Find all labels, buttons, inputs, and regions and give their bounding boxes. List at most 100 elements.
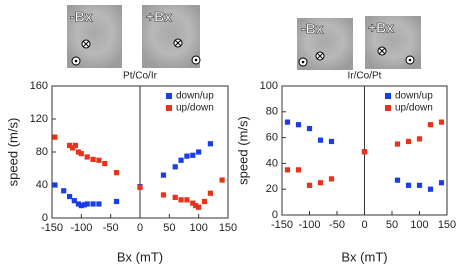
- point: [75, 149, 81, 155]
- legend-label: down/up: [395, 91, 433, 102]
- point: [405, 182, 412, 188]
- x-axis-label: Bx (mT): [341, 249, 387, 264]
- point: [317, 180, 324, 186]
- chart-title: Ir/Co/Pt: [348, 71, 382, 82]
- point: [178, 197, 184, 203]
- point: [306, 182, 313, 188]
- x-tick-label: 0: [361, 219, 367, 231]
- y-axis-label: speed (m/s): [235, 116, 250, 185]
- point: [219, 177, 225, 183]
- point: [75, 201, 81, 207]
- x-tick-label: -100: [70, 222, 92, 234]
- x-tick-label: -50: [329, 219, 345, 231]
- y-tick-label: 120: [30, 113, 48, 125]
- point: [81, 202, 87, 208]
- image-label: -Bx: [70, 9, 93, 25]
- point: [394, 141, 401, 147]
- legend-label: down/up: [176, 91, 214, 102]
- image-label: +Bx: [368, 20, 394, 36]
- point: [201, 198, 208, 205]
- y-tick-label: 60: [266, 132, 278, 144]
- point: [90, 156, 96, 163]
- y-tick-label: 80: [266, 106, 278, 118]
- x-tick-label: -150: [41, 222, 63, 234]
- point: [416, 136, 423, 142]
- legend-swatch: [166, 93, 172, 99]
- x-tick-label: -50: [103, 222, 119, 234]
- point: [190, 200, 196, 206]
- point: [328, 176, 335, 182]
- y-tick-label: 40: [36, 179, 48, 191]
- point: [78, 203, 84, 209]
- image-panel: +Bx: [365, 16, 421, 69]
- x-tick-label: 50: [163, 222, 175, 234]
- image-label: -Bx: [301, 21, 324, 37]
- point: [394, 177, 401, 183]
- point: [427, 186, 434, 192]
- point: [137, 184, 143, 191]
- point: [193, 203, 199, 209]
- point: [84, 201, 90, 207]
- y-tick-label: 0: [272, 209, 278, 221]
- point: [172, 194, 178, 200]
- y-tick-label: 100: [260, 80, 278, 92]
- point: [113, 198, 120, 205]
- legend-swatch: [166, 105, 172, 111]
- x-tick-label: 150: [219, 222, 237, 234]
- x-tick-label: -150: [271, 219, 293, 231]
- point: [196, 204, 202, 210]
- x-tick-label: 0: [137, 222, 143, 234]
- point: [69, 145, 76, 151]
- image-label: +Bx: [146, 9, 172, 25]
- x-tick-label: 50: [386, 219, 398, 231]
- point: [96, 201, 102, 207]
- image-panel: -Bx: [297, 18, 353, 70]
- point: [52, 182, 58, 188]
- y-tick-label: 160: [30, 80, 48, 92]
- point: [160, 172, 167, 178]
- legend-label: up/down: [395, 103, 433, 114]
- point: [207, 141, 213, 147]
- y-tick-label: 0: [42, 212, 48, 224]
- chart-title: Pt/Co/Ir: [123, 71, 158, 82]
- point: [361, 149, 368, 155]
- chart: Ir/Co/Pt Bx (mT) speed (m/s) 0 20 40 60 80 100 -1…: [235, 71, 456, 265]
- point: [90, 201, 96, 207]
- x-tick-label: 150: [438, 219, 456, 231]
- point: [52, 134, 58, 140]
- point: [416, 182, 423, 188]
- point: [61, 188, 67, 194]
- point: [284, 167, 291, 173]
- y-tick-label: 40: [266, 157, 278, 169]
- point: [284, 119, 291, 125]
- point: [78, 151, 84, 157]
- point: [72, 142, 79, 148]
- point: [113, 170, 120, 176]
- point: [172, 164, 178, 170]
- point: [295, 167, 302, 173]
- point: [207, 190, 213, 196]
- point: [196, 149, 202, 155]
- x-tick-label: 100: [189, 222, 207, 234]
- point: [306, 125, 313, 132]
- point: [295, 122, 302, 128]
- chart: Pt/Co/Ir Bx (mT) speed (m/s) 0 40 80 120 160 -15…: [5, 71, 237, 265]
- image-panel: +Bx: [142, 5, 201, 68]
- point: [96, 157, 102, 163]
- point: [184, 197, 190, 203]
- point: [427, 122, 434, 128]
- legend-swatch: [385, 105, 391, 111]
- point: [190, 152, 196, 158]
- point: [184, 153, 190, 159]
- image-panel: -Bx: [67, 5, 122, 68]
- point: [438, 119, 445, 125]
- point: [160, 192, 167, 198]
- point: [71, 198, 77, 204]
- legend-swatch: [385, 93, 391, 99]
- x-axis-label: Bx (mT): [117, 249, 163, 264]
- point: [67, 142, 73, 148]
- point: [178, 157, 184, 163]
- point: [438, 180, 445, 186]
- point: [84, 154, 90, 160]
